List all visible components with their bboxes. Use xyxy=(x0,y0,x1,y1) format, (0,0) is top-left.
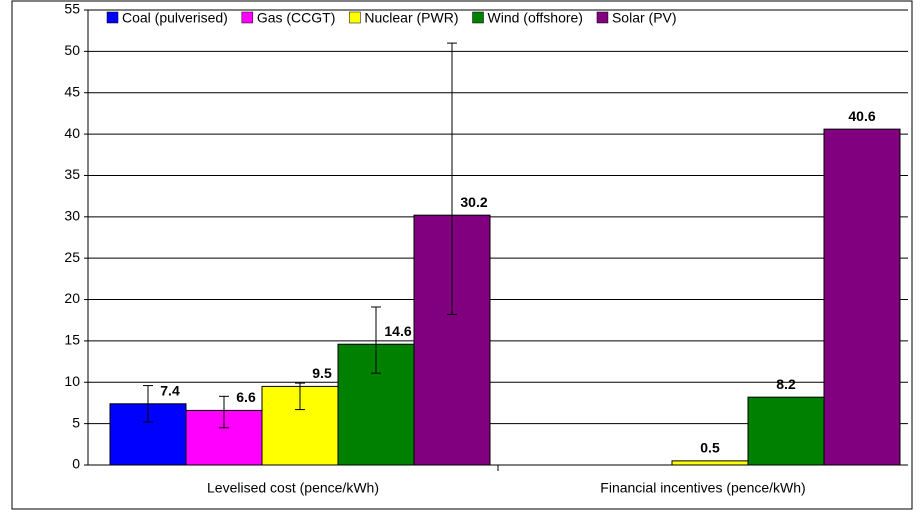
y-tick-label: 5 xyxy=(72,414,80,430)
data-label: 30.2 xyxy=(460,194,487,210)
data-label: 6.6 xyxy=(236,389,256,405)
legend-swatch xyxy=(472,11,484,24)
data-label: 0.5 xyxy=(700,440,720,456)
bar xyxy=(747,396,825,466)
legend-label: Coal (pulverised) xyxy=(122,10,228,26)
legend-label: Gas (CCGT) xyxy=(257,10,336,26)
legend-swatch xyxy=(596,11,609,24)
legend-swatch xyxy=(349,11,361,24)
legend-swatch xyxy=(106,11,119,24)
data-label: 9.5 xyxy=(312,365,332,381)
y-tick-label: 50 xyxy=(64,42,80,58)
y-tick-label: 0 xyxy=(72,456,80,472)
data-label: 8.2 xyxy=(776,376,796,392)
bar xyxy=(823,128,901,466)
y-tick-label: 20 xyxy=(64,290,80,306)
data-label: 14.6 xyxy=(384,323,411,339)
y-tick-label: 35 xyxy=(64,166,80,182)
y-tick-label: 30 xyxy=(64,208,80,224)
legend-swatch xyxy=(241,11,254,24)
bar xyxy=(671,460,749,466)
x-tick-label: Financial incentives (pence/kWh) xyxy=(600,480,805,496)
legend-label: Wind (offshore) xyxy=(488,10,583,26)
y-tick-label: 45 xyxy=(64,83,80,99)
y-tick-label: 40 xyxy=(64,125,80,141)
x-tick-label: Levelised cost (pence/kWh) xyxy=(207,480,379,496)
y-tick-label: 25 xyxy=(64,249,80,265)
y-tick-label: 15 xyxy=(64,332,80,348)
legend-label: Solar (PV) xyxy=(612,10,677,26)
y-tick-label: 55 xyxy=(64,1,80,17)
data-label: 40.6 xyxy=(848,108,875,124)
data-label: 7.4 xyxy=(160,382,180,398)
legend-label: Nuclear (PWR) xyxy=(364,10,458,26)
y-tick-label: 10 xyxy=(64,373,80,389)
